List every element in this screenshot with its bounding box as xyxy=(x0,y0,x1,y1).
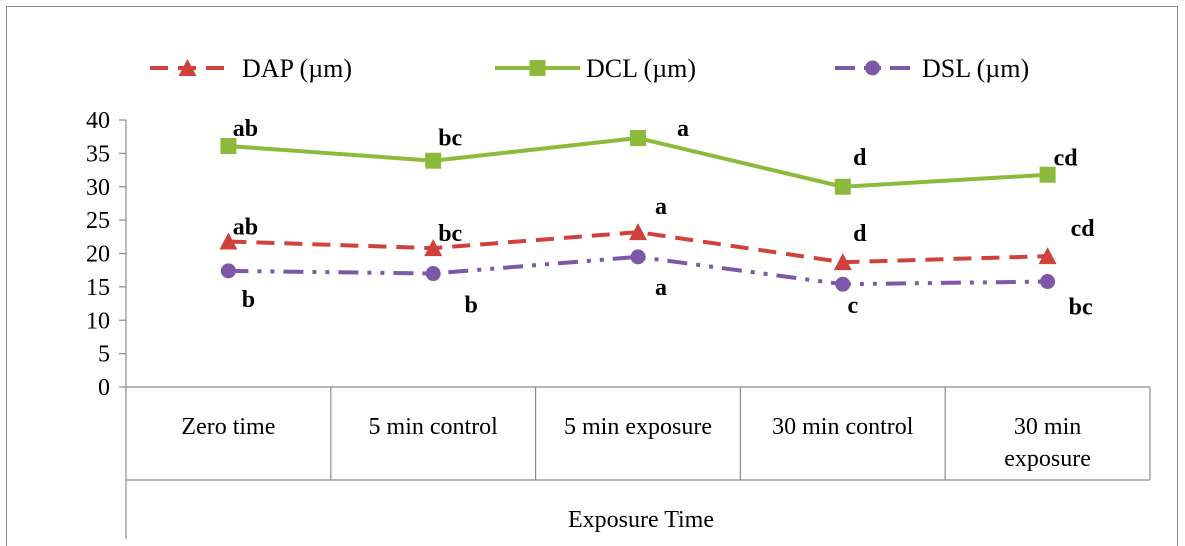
data-point-dcl xyxy=(425,152,442,169)
data-label-dap: ab xyxy=(233,214,258,240)
data-point-dcl xyxy=(220,138,237,155)
y-tick-label: 35 xyxy=(86,141,110,167)
y-tick-label: 40 xyxy=(86,108,110,134)
data-point-dsl xyxy=(835,276,851,292)
data-label-dsl: b xyxy=(465,293,478,319)
x-tick-label: 5 min exposure xyxy=(564,414,712,440)
chart-frame xyxy=(6,6,1178,546)
x-tick-label-line: exposure xyxy=(1004,446,1091,472)
legend-item-dap: DAP (µm) xyxy=(150,54,352,83)
y-tick-label: 25 xyxy=(86,208,110,234)
data-label-dap: bc xyxy=(438,221,462,247)
legend-label: DCL (µm) xyxy=(586,54,696,83)
data-point-dap xyxy=(1038,247,1057,265)
data-point-dcl xyxy=(630,130,646,147)
data-label-dcl: ab xyxy=(233,116,258,142)
data-point-dcl xyxy=(834,178,851,195)
x-tick-label-line: 30 min control xyxy=(772,414,914,440)
data-point-dap xyxy=(219,232,238,250)
data-label-dap: cd xyxy=(1071,216,1096,242)
series-line-dap xyxy=(228,230,1048,265)
data-point-dap xyxy=(833,253,852,271)
data-label-dcl: bc xyxy=(438,126,462,152)
legend-label: DAP (µm) xyxy=(242,54,352,83)
x-tick-label-line: Zero time xyxy=(181,414,275,440)
data-point-dap xyxy=(424,239,443,257)
data-point-dap xyxy=(629,223,647,241)
legend-swatch-marker xyxy=(865,60,880,76)
legend-swatch-marker xyxy=(529,60,546,76)
data-label-dap: d xyxy=(853,221,867,247)
legend: DAP (µm) DCL (µm) DSL (µm) xyxy=(150,54,1029,83)
x-tick-label-line: 5 min control xyxy=(369,414,499,440)
data-label-dcl: a xyxy=(677,116,689,142)
x-axis-title: Exposure Time xyxy=(568,507,714,533)
data-label-dsl: c xyxy=(847,293,858,319)
series-dcl xyxy=(220,130,1056,195)
y-tick-label: 10 xyxy=(86,308,110,334)
data-point-dsl xyxy=(220,263,236,279)
series-dap xyxy=(219,223,1057,271)
x-tick-label: Zero time xyxy=(181,414,275,440)
y-tick-label: 0 xyxy=(98,375,110,401)
data-label-dap: a xyxy=(655,194,667,220)
legend-item-dcl: DCL (µm) xyxy=(495,54,696,83)
series-layer xyxy=(219,130,1057,292)
x-tick-label: 5 min control xyxy=(369,414,499,440)
x-tick-label: 30 min control xyxy=(772,414,914,440)
data-point-dsl xyxy=(1040,274,1056,290)
data-label-dsl: b xyxy=(242,287,255,313)
series-dsl xyxy=(220,249,1056,292)
y-tick-label: 5 xyxy=(98,342,110,368)
legend-swatch-marker xyxy=(178,59,197,76)
data-label-dcl: cd xyxy=(1054,146,1079,172)
y-tick-label: 20 xyxy=(86,242,110,268)
axes: 0 5 10 15 20 25 30 35 40 Zero time 5 min control 5 … xyxy=(86,108,1151,539)
legend-label: DSL (µm) xyxy=(922,54,1029,83)
data-point-dsl xyxy=(630,249,646,265)
data-label-dsl: bc xyxy=(1069,295,1093,321)
y-tick-label: 30 xyxy=(86,175,110,201)
data-label-dcl: d xyxy=(853,145,867,171)
data-point-dcl xyxy=(1039,166,1056,183)
x-tick-label-line: 30 min xyxy=(1014,414,1081,440)
x-tick-label-line: 5 min exposure xyxy=(564,414,712,440)
data-label-dsl: a xyxy=(655,275,667,301)
legend-item-dsl: DSL (µm) xyxy=(835,54,1029,83)
data-point-dsl xyxy=(425,266,441,282)
y-tick-label: 15 xyxy=(86,275,110,301)
data-labels: ab bc a d cd ab bc a d cd b b a c bc xyxy=(233,116,1096,321)
x-tick-label: 30 min exposure xyxy=(1004,414,1091,472)
